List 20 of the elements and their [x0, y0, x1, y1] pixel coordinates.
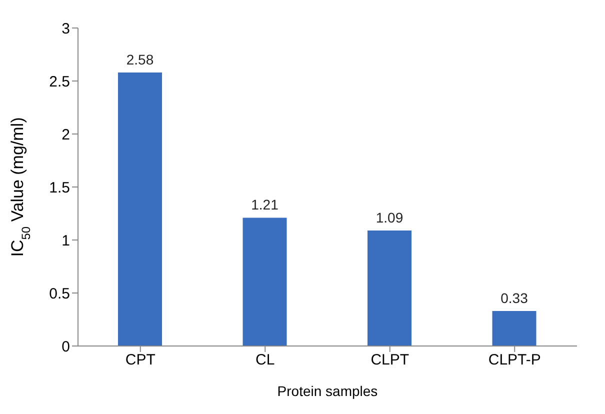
x-tick-label: CLPT-P	[488, 352, 541, 369]
data-label: 1.09	[376, 209, 404, 226]
y-tick-label: 2.5	[49, 73, 70, 90]
y-tick-label: 1.5	[49, 179, 70, 196]
y-tick-label: 3	[62, 20, 70, 38]
y-tick-label: 0	[62, 338, 70, 356]
bar	[368, 230, 412, 346]
x-tick-label: CL	[256, 352, 275, 369]
data-label: 1.21	[251, 196, 279, 213]
bar	[242, 218, 287, 346]
y-tick-label: 0.5	[49, 285, 70, 302]
y-tick-label: 2	[62, 126, 70, 144]
x-tick-label: CLPT	[370, 352, 410, 369]
data-label: 2.58	[126, 52, 154, 68]
bar	[492, 311, 536, 346]
x-axis-title: Protein samples	[277, 383, 378, 399]
data-label: 0.33	[500, 290, 528, 306]
y-tick-label: 1	[62, 232, 70, 250]
x-tick-label: CPT	[125, 352, 156, 369]
bar	[118, 72, 162, 346]
